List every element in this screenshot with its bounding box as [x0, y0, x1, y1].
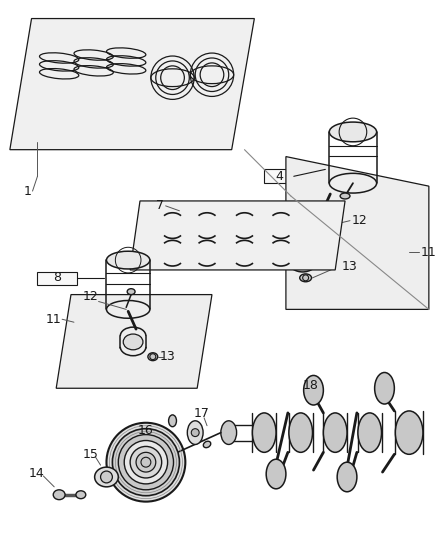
- Ellipse shape: [221, 421, 237, 445]
- Polygon shape: [130, 201, 345, 270]
- Text: 12: 12: [352, 214, 368, 227]
- Text: 11: 11: [46, 313, 61, 326]
- Ellipse shape: [289, 413, 313, 453]
- Ellipse shape: [95, 467, 118, 487]
- Polygon shape: [38, 272, 77, 285]
- Text: 11: 11: [421, 246, 437, 259]
- Ellipse shape: [203, 441, 211, 448]
- Ellipse shape: [329, 122, 377, 142]
- Ellipse shape: [187, 421, 203, 445]
- Ellipse shape: [374, 373, 394, 404]
- Circle shape: [130, 447, 162, 478]
- Text: 1: 1: [24, 184, 32, 198]
- Ellipse shape: [300, 274, 311, 282]
- Circle shape: [141, 457, 151, 467]
- Text: 17: 17: [194, 407, 210, 421]
- Ellipse shape: [76, 491, 86, 499]
- Text: 8: 8: [53, 271, 61, 284]
- Ellipse shape: [106, 251, 150, 269]
- Polygon shape: [56, 295, 212, 388]
- Ellipse shape: [53, 490, 65, 499]
- Ellipse shape: [337, 462, 357, 492]
- Circle shape: [191, 429, 199, 437]
- Ellipse shape: [148, 353, 158, 361]
- Polygon shape: [286, 157, 429, 309]
- Ellipse shape: [340, 193, 350, 199]
- Circle shape: [118, 434, 173, 490]
- Circle shape: [124, 440, 168, 484]
- Ellipse shape: [123, 334, 143, 350]
- Text: 16: 16: [138, 424, 154, 437]
- Text: 4: 4: [275, 170, 283, 183]
- Polygon shape: [10, 19, 254, 150]
- Ellipse shape: [323, 413, 347, 453]
- Ellipse shape: [304, 375, 323, 405]
- Circle shape: [101, 471, 113, 483]
- Ellipse shape: [127, 289, 135, 295]
- Polygon shape: [264, 169, 294, 183]
- Ellipse shape: [358, 413, 381, 453]
- Circle shape: [106, 423, 185, 502]
- Circle shape: [136, 453, 156, 472]
- Ellipse shape: [321, 220, 329, 225]
- Text: 18: 18: [303, 379, 318, 392]
- Text: 14: 14: [28, 466, 44, 480]
- Circle shape: [113, 429, 180, 496]
- Text: 15: 15: [83, 448, 99, 461]
- Text: 13: 13: [160, 350, 176, 363]
- Text: 7: 7: [156, 199, 164, 212]
- Text: 13: 13: [342, 261, 358, 273]
- Ellipse shape: [396, 411, 423, 454]
- Ellipse shape: [169, 415, 177, 427]
- Text: 12: 12: [83, 290, 99, 303]
- Ellipse shape: [266, 459, 286, 489]
- Ellipse shape: [252, 413, 276, 453]
